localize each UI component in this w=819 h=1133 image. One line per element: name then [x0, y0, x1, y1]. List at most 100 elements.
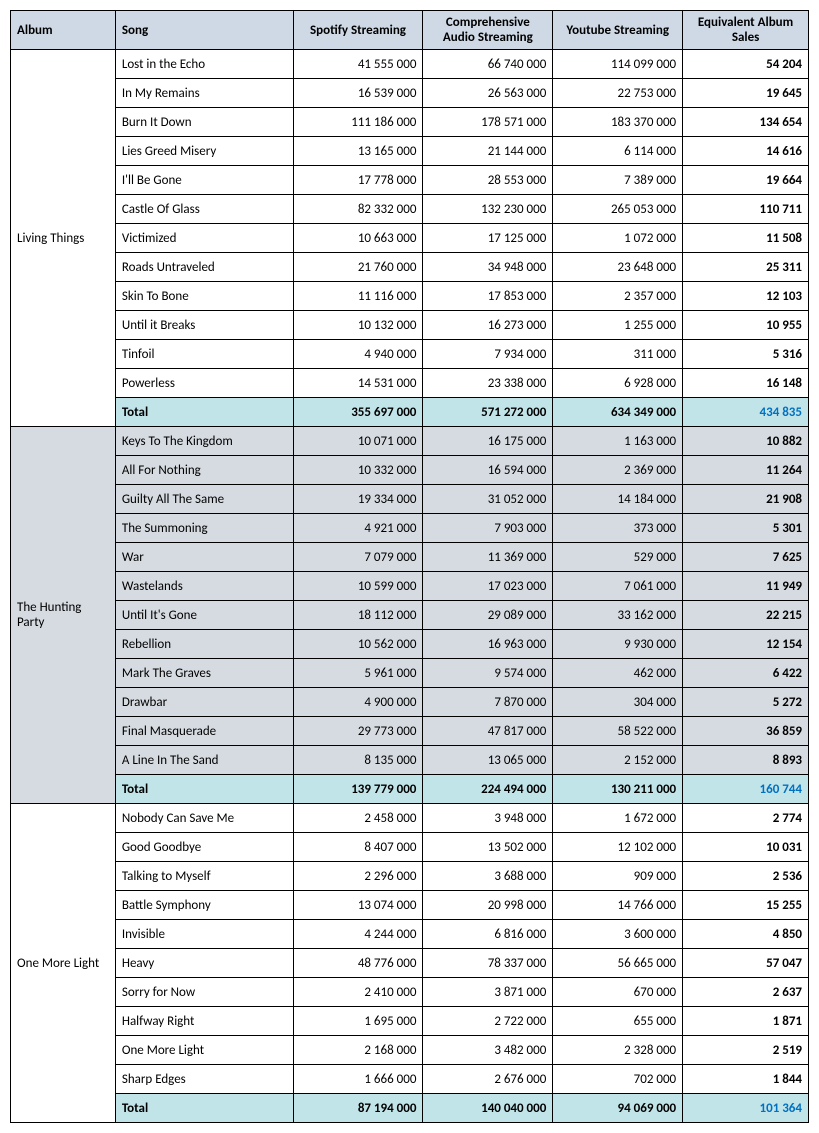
youtube-cell: 2 369 000 — [553, 456, 683, 485]
total-spotify-cell: 87 194 000 — [293, 1094, 423, 1123]
spotify-cell: 2 410 000 — [293, 978, 423, 1007]
table-row: Sharp Edges1 666 0002 676 000702 0001 84… — [11, 1065, 809, 1094]
table-row: Lies Greed Misery13 165 00021 144 0006 1… — [11, 137, 809, 166]
spotify-cell: 82 332 000 — [293, 195, 423, 224]
equivalent-cell: 2 637 — [683, 978, 809, 1007]
equivalent-cell: 134 654 — [683, 108, 809, 137]
youtube-cell: 56 665 000 — [553, 949, 683, 978]
equivalent-cell: 8 893 — [683, 746, 809, 775]
comp-cell: 7 903 000 — [423, 514, 553, 543]
total-row: Total87 194 000140 040 00094 069 000101 … — [11, 1094, 809, 1123]
equivalent-cell: 6 422 — [683, 659, 809, 688]
youtube-cell: 909 000 — [553, 862, 683, 891]
table-header-row: Album Song Spotify Streaming Comprehensi… — [11, 11, 809, 50]
comp-cell: 2 676 000 — [423, 1065, 553, 1094]
youtube-cell: 12 102 000 — [553, 833, 683, 862]
equivalent-cell: 11 949 — [683, 572, 809, 601]
table-row: Burn It Down111 186 000178 571 000183 37… — [11, 108, 809, 137]
comp-cell: 29 089 000 — [423, 601, 553, 630]
table-row: The Hunting PartyKeys To The Kingdom10 0… — [11, 427, 809, 456]
equivalent-cell: 5 316 — [683, 340, 809, 369]
album-name-cell: The Hunting Party — [11, 427, 116, 804]
album-name-cell: Living Things — [11, 50, 116, 427]
equivalent-cell: 10 031 — [683, 833, 809, 862]
spotify-cell: 4 921 000 — [293, 514, 423, 543]
equivalent-cell: 1 844 — [683, 1065, 809, 1094]
equivalent-cell: 14 616 — [683, 137, 809, 166]
equivalent-cell: 12 154 — [683, 630, 809, 659]
youtube-cell: 33 162 000 — [553, 601, 683, 630]
table-row: Halfway Right1 695 0002 722 000655 0001 … — [11, 1007, 809, 1036]
song-cell: Battle Symphony — [115, 891, 293, 920]
song-cell: A Line In The Sand — [115, 746, 293, 775]
streaming-sales-table: Album Song Spotify Streaming Comprehensi… — [10, 10, 809, 1123]
song-cell: Halfway Right — [115, 1007, 293, 1036]
header-album: Album — [11, 11, 116, 50]
equivalent-cell: 5 272 — [683, 688, 809, 717]
youtube-cell: 9 930 000 — [553, 630, 683, 659]
spotify-cell: 19 334 000 — [293, 485, 423, 514]
equivalent-cell: 2 519 — [683, 1036, 809, 1065]
spotify-cell: 5 961 000 — [293, 659, 423, 688]
youtube-cell: 14 766 000 — [553, 891, 683, 920]
song-cell: One More Light — [115, 1036, 293, 1065]
youtube-cell: 702 000 — [553, 1065, 683, 1094]
spotify-cell: 10 071 000 — [293, 427, 423, 456]
table-row: Castle Of Glass82 332 000132 230 000265 … — [11, 195, 809, 224]
equivalent-cell: 12 103 — [683, 282, 809, 311]
spotify-cell: 8 407 000 — [293, 833, 423, 862]
song-cell: Rebellion — [115, 630, 293, 659]
comp-cell: 47 817 000 — [423, 717, 553, 746]
spotify-cell: 41 555 000 — [293, 50, 423, 79]
song-cell: Castle Of Glass — [115, 195, 293, 224]
table-row: Until It's Gone18 112 00029 089 00033 16… — [11, 601, 809, 630]
comp-cell: 3 948 000 — [423, 804, 553, 833]
song-cell: War — [115, 543, 293, 572]
equivalent-cell: 21 908 — [683, 485, 809, 514]
equivalent-cell: 11 508 — [683, 224, 809, 253]
spotify-cell: 11 116 000 — [293, 282, 423, 311]
comp-cell: 7 870 000 — [423, 688, 553, 717]
total-equivalent-cell: 434 835 — [683, 398, 809, 427]
table-row: Final Masquerade29 773 00047 817 00058 5… — [11, 717, 809, 746]
youtube-cell: 183 370 000 — [553, 108, 683, 137]
spotify-cell: 4 900 000 — [293, 688, 423, 717]
total-row: Total355 697 000571 272 000634 349 00043… — [11, 398, 809, 427]
comp-cell: 16 273 000 — [423, 311, 553, 340]
table-row: Victimized10 663 00017 125 0001 072 0001… — [11, 224, 809, 253]
table-row: Talking to Myself2 296 0003 688 000909 0… — [11, 862, 809, 891]
spotify-cell: 111 186 000 — [293, 108, 423, 137]
total-equivalent-cell: 101 364 — [683, 1094, 809, 1123]
song-cell: Lost in the Echo — [115, 50, 293, 79]
comp-cell: 17 125 000 — [423, 224, 553, 253]
song-cell: Until It's Gone — [115, 601, 293, 630]
total-youtube-cell: 94 069 000 — [553, 1094, 683, 1123]
equivalent-cell: 19 645 — [683, 79, 809, 108]
table-row: Mark The Graves5 961 0009 574 000462 000… — [11, 659, 809, 688]
table-row: In My Remains16 539 00026 563 00022 753 … — [11, 79, 809, 108]
equivalent-cell: 22 215 — [683, 601, 809, 630]
table-row: Guilty All The Same19 334 00031 052 0001… — [11, 485, 809, 514]
comp-cell: 23 338 000 — [423, 369, 553, 398]
comp-cell: 3 688 000 — [423, 862, 553, 891]
table-row: One More LightNobody Can Save Me2 458 00… — [11, 804, 809, 833]
table-row: Good Goodbye8 407 00013 502 00012 102 00… — [11, 833, 809, 862]
youtube-cell: 22 753 000 — [553, 79, 683, 108]
spotify-cell: 14 531 000 — [293, 369, 423, 398]
total-comp-cell: 224 494 000 — [423, 775, 553, 804]
song-cell: The Summoning — [115, 514, 293, 543]
comp-cell: 17 853 000 — [423, 282, 553, 311]
table-row: Sorry for Now2 410 0003 871 000670 0002 … — [11, 978, 809, 1007]
spotify-cell: 2 458 000 — [293, 804, 423, 833]
spotify-cell: 48 776 000 — [293, 949, 423, 978]
table-row: All For Nothing10 332 00016 594 0002 369… — [11, 456, 809, 485]
youtube-cell: 14 184 000 — [553, 485, 683, 514]
spotify-cell: 10 332 000 — [293, 456, 423, 485]
youtube-cell: 2 152 000 — [553, 746, 683, 775]
youtube-cell: 1 672 000 — [553, 804, 683, 833]
comp-cell: 11 369 000 — [423, 543, 553, 572]
comp-cell: 66 740 000 — [423, 50, 553, 79]
spotify-cell: 10 562 000 — [293, 630, 423, 659]
spotify-cell: 4 244 000 — [293, 920, 423, 949]
comp-cell: 132 230 000 — [423, 195, 553, 224]
